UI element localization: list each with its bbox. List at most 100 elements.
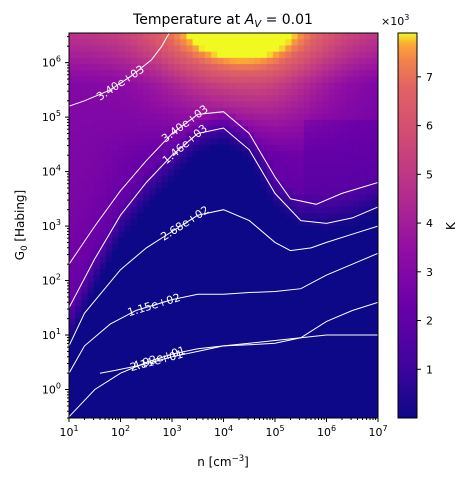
heatmap-cell — [353, 368, 361, 376]
heatmap-cell — [266, 399, 274, 407]
heatmap-cell — [69, 188, 76, 196]
heatmap-cell — [75, 163, 82, 171]
heatmap-cell — [242, 250, 249, 258]
heatmap-cell — [186, 82, 194, 90]
heatmap-cell — [328, 33, 336, 40]
heatmap-cell — [180, 188, 188, 196]
heatmap-cell — [99, 349, 107, 357]
heatmap-cell — [118, 318, 126, 326]
heatmap-cell — [328, 225, 336, 233]
heatmap-cell — [334, 76, 342, 84]
heatmap-cell — [112, 306, 120, 314]
heatmap-cell — [347, 324, 354, 332]
heatmap-cell — [328, 368, 336, 376]
heatmap-cell — [204, 119, 212, 127]
heatmap-cell — [186, 144, 194, 152]
heatmap-cell — [248, 113, 255, 121]
heatmap-cell — [297, 206, 305, 214]
heatmap-cell — [75, 262, 82, 270]
heatmap-cell — [297, 287, 305, 295]
heatmap-cell — [186, 386, 194, 394]
heatmap-cell — [347, 82, 354, 90]
heatmap-cell — [99, 33, 107, 40]
heatmap-cell — [266, 51, 274, 59]
heatmap-cell — [186, 119, 194, 127]
heatmap-cell — [242, 281, 249, 289]
heatmap-cell — [69, 399, 76, 407]
heatmap-cell — [149, 107, 157, 115]
heatmap-cell — [174, 275, 181, 282]
heatmap-cell — [192, 349, 200, 357]
heatmap-cell — [303, 194, 311, 202]
heatmap-cell — [303, 343, 311, 351]
heatmap-cell — [112, 33, 120, 40]
heatmap-cell — [180, 206, 188, 214]
heatmap-cell — [155, 206, 163, 214]
heatmap-cell — [223, 268, 231, 276]
heatmap-cell — [69, 355, 76, 363]
heatmap-cell — [99, 119, 107, 127]
heatmap-cell — [149, 163, 157, 171]
heatmap-cell — [272, 355, 280, 363]
heatmap-cell — [106, 262, 113, 270]
heatmap-cell — [285, 200, 293, 208]
heatmap-cell — [353, 312, 361, 320]
heatmap-cell — [75, 386, 82, 394]
heatmap-cell — [328, 51, 336, 59]
heatmap-cell — [291, 262, 299, 270]
heatmap-cell — [260, 411, 268, 418]
heatmap-cell — [359, 206, 367, 214]
heatmap-cell — [334, 82, 342, 90]
heatmap-cell — [353, 318, 361, 326]
heatmap-cell — [242, 194, 249, 202]
heatmap-cell — [371, 144, 378, 152]
heatmap-cell — [303, 331, 311, 338]
heatmap-cell — [248, 275, 255, 282]
heatmap-cell — [180, 101, 188, 109]
heatmap-cell — [365, 76, 373, 84]
heatmap-cell — [297, 107, 305, 115]
heatmap-cell — [328, 206, 336, 214]
heatmap-cell — [130, 306, 138, 314]
heatmap-cell — [340, 225, 348, 233]
heatmap-cell — [229, 82, 237, 90]
heatmap-cell — [180, 182, 188, 189]
heatmap-cell — [75, 188, 82, 196]
heatmap-cell — [211, 355, 218, 363]
y-axis-label: G0 [Habing] — [13, 190, 30, 260]
heatmap-cell — [279, 175, 286, 183]
heatmap-cell — [198, 51, 206, 59]
heatmap-cell — [180, 324, 188, 332]
heatmap-cell — [242, 182, 249, 189]
heatmap-cell — [254, 411, 262, 418]
heatmap-cell — [340, 188, 348, 196]
heatmap-cell — [81, 95, 89, 102]
heatmap-cell — [229, 368, 237, 376]
heatmap-cell — [371, 82, 378, 90]
heatmap-cell — [353, 51, 361, 59]
heatmap-cell — [365, 45, 373, 53]
heatmap-cell — [365, 318, 373, 326]
heatmap-cell — [81, 405, 89, 413]
heatmap-cell — [223, 281, 231, 289]
heatmap-cell — [112, 256, 120, 264]
heatmap-cell — [136, 200, 144, 208]
heatmap-cell — [99, 126, 107, 133]
heatmap-cell — [174, 380, 181, 388]
heatmap-cell — [211, 70, 218, 78]
heatmap-cell — [340, 219, 348, 227]
heatmap-cell — [328, 113, 336, 121]
heatmap-cell — [254, 219, 262, 227]
heatmap-cell — [106, 287, 113, 295]
heatmap-cell — [155, 318, 163, 326]
heatmap-cell — [180, 51, 188, 59]
heatmap-cell — [69, 39, 76, 47]
heatmap-cell — [266, 355, 274, 363]
heatmap-cell — [223, 206, 231, 214]
heatmap-cell — [136, 119, 144, 127]
heatmap-cell — [322, 144, 330, 152]
heatmap-cell — [69, 393, 76, 400]
heatmap-cell — [155, 275, 163, 282]
heatmap-cell — [303, 188, 311, 196]
heatmap-cell — [87, 45, 95, 53]
